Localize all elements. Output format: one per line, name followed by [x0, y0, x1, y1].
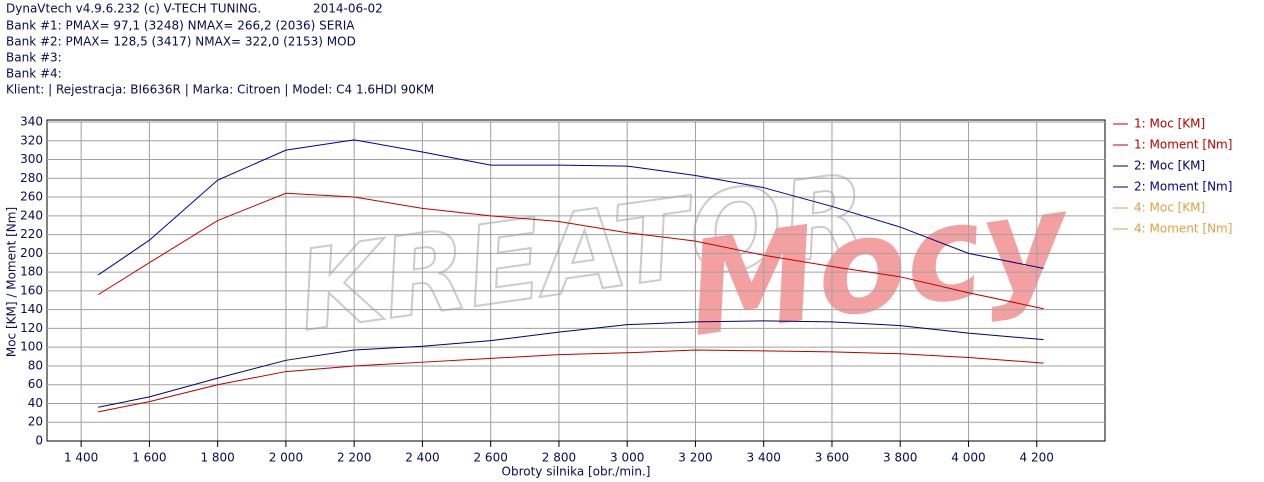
x-tick-label: 1 800: [200, 451, 234, 465]
x-tick-label: 2 400: [405, 451, 439, 465]
x-tick-label: 3 600: [815, 451, 849, 465]
header-title: DynaVtech v4.9.6.232 (c) V-TECH TUNING.: [6, 2, 261, 16]
y-axis-label: Moc [KM] / Moment [Nm]: [5, 207, 19, 357]
y-tick-label: 120: [20, 321, 43, 335]
x-tick-label: 4 200: [1020, 451, 1054, 465]
x-axis-label: Obroty silnika [obr./min.]: [502, 465, 651, 479]
legend-label: 1: Moc [KM]: [1134, 117, 1205, 131]
y-tick-label: 300: [20, 152, 43, 166]
legend-label: 2: Moc [KM]: [1134, 159, 1205, 173]
client-line: Klient: | Rejestracja: BI6636R | Marka: …: [6, 83, 434, 97]
header-date: 2014-06-02: [313, 2, 383, 16]
bank-line: Bank #1: PMAX= 97,1 (3248) NMAX= 266,2 (…: [6, 19, 355, 33]
y-tick-label: 180: [20, 265, 43, 279]
legend-label: 1: Moment [Nm]: [1134, 138, 1232, 152]
y-tick-label: 200: [20, 246, 43, 260]
y-tick-label: 60: [28, 377, 43, 391]
y-tick-label: 340: [20, 115, 43, 129]
bank-line: Bank #4:: [6, 67, 62, 81]
bank-line: Bank #2: PMAX= 128,5 (3417) NMAX= 322,0 …: [6, 35, 356, 49]
legend-label: 4: Moment [Nm]: [1134, 222, 1232, 236]
bank-line: Bank #3:: [6, 51, 62, 65]
legend-label: 4: Moc [KM]: [1134, 201, 1205, 215]
y-tick-label: 160: [20, 283, 43, 297]
series-line: [98, 349, 1044, 413]
x-tick-label: 1 400: [64, 451, 98, 465]
x-tick-label: 2 800: [542, 451, 576, 465]
legend-label: 2: Moment [Nm]: [1134, 180, 1232, 194]
y-tick-label: 80: [28, 358, 43, 372]
y-tick-label: 280: [20, 171, 43, 185]
x-tick-label: 3 200: [678, 451, 712, 465]
series-line: [97, 139, 1044, 276]
y-tick-label: 260: [20, 190, 43, 204]
y-tick-label: 0: [35, 434, 43, 448]
x-tick-label: 2 200: [337, 451, 371, 465]
y-tick-label: 140: [20, 302, 43, 316]
y-tick-label: 40: [28, 396, 43, 410]
x-tick-label: 1 600: [132, 451, 166, 465]
x-tick-label: 2 000: [269, 451, 303, 465]
y-tick-label: 100: [20, 340, 43, 354]
x-tick-label: 3 800: [883, 451, 917, 465]
y-tick-label: 220: [20, 227, 43, 241]
series-line: [97, 192, 1044, 310]
x-tick-label: 2 600: [473, 451, 507, 465]
x-tick-label: 4 000: [951, 451, 985, 465]
y-tick-label: 20: [28, 415, 43, 429]
y-tick-label: 320: [20, 133, 43, 147]
y-tick-label: 240: [20, 208, 43, 222]
x-tick-label: 3 400: [747, 451, 781, 465]
x-tick-label: 3 000: [610, 451, 644, 465]
series-line: [98, 320, 1044, 408]
